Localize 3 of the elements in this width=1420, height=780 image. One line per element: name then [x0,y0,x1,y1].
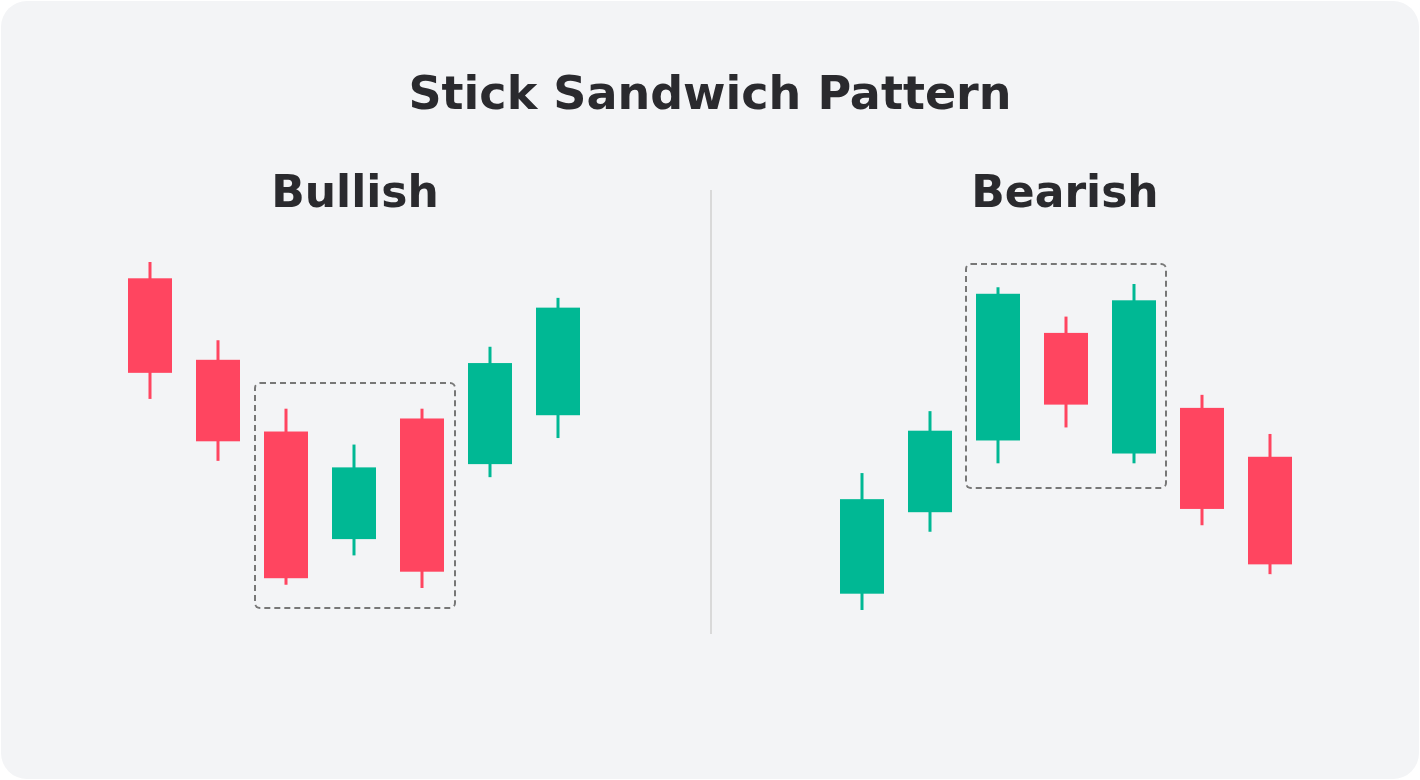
text: Stick Sandwich Pattern [407,66,1013,120]
chart-subtitle: Bearish [970,166,1160,217]
chart-subtitle: Bullish [270,166,440,217]
